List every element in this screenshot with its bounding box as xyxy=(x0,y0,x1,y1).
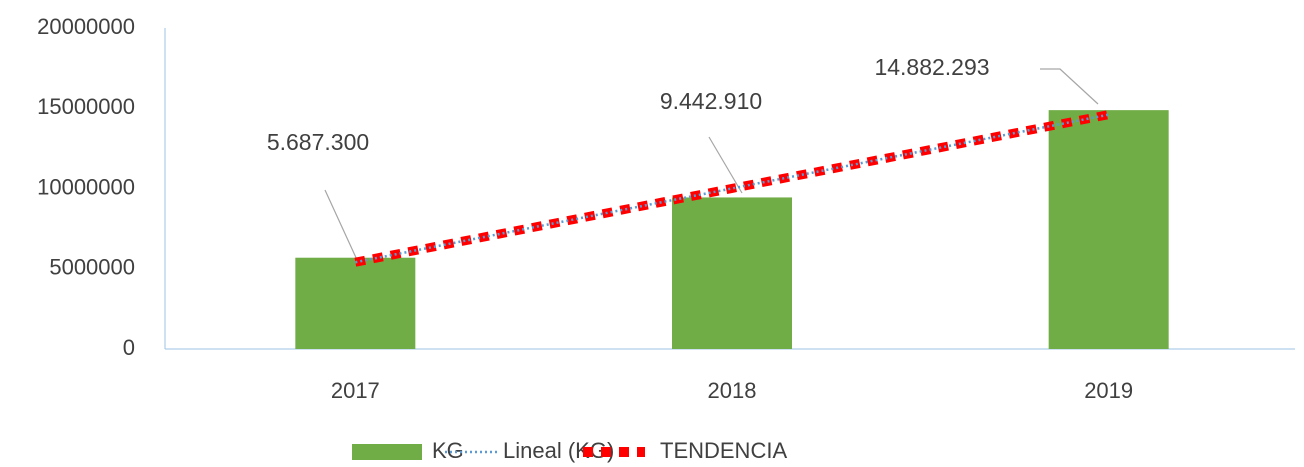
x-tick-label: 2017 xyxy=(331,378,380,403)
y-tick-label: 10000000 xyxy=(37,174,135,199)
data-label: 14.882.293 xyxy=(874,54,989,80)
legend-label: KG xyxy=(432,438,464,463)
leader-line xyxy=(324,189,359,263)
bar xyxy=(1048,110,1169,350)
x-tick-label: 2018 xyxy=(708,378,757,403)
legend-swatch xyxy=(352,444,422,460)
bar xyxy=(295,257,416,349)
bar xyxy=(672,197,792,349)
leader-line xyxy=(1040,68,1099,105)
legend-label: TENDENCIA xyxy=(660,438,787,463)
y-tick-label: 0 xyxy=(123,335,135,360)
trend-line xyxy=(354,110,1110,267)
leader-line xyxy=(708,136,743,194)
y-tick-label: 5000000 xyxy=(49,255,135,280)
x-tick-label: 2019 xyxy=(1084,378,1133,403)
y-tick-label: 20000000 xyxy=(37,14,135,39)
y-tick-label: 15000000 xyxy=(37,94,135,119)
data-label: 5.687.300 xyxy=(267,129,369,155)
legend-label: Lineal (KG) xyxy=(503,438,614,463)
data-label: 9.442.910 xyxy=(660,88,762,114)
